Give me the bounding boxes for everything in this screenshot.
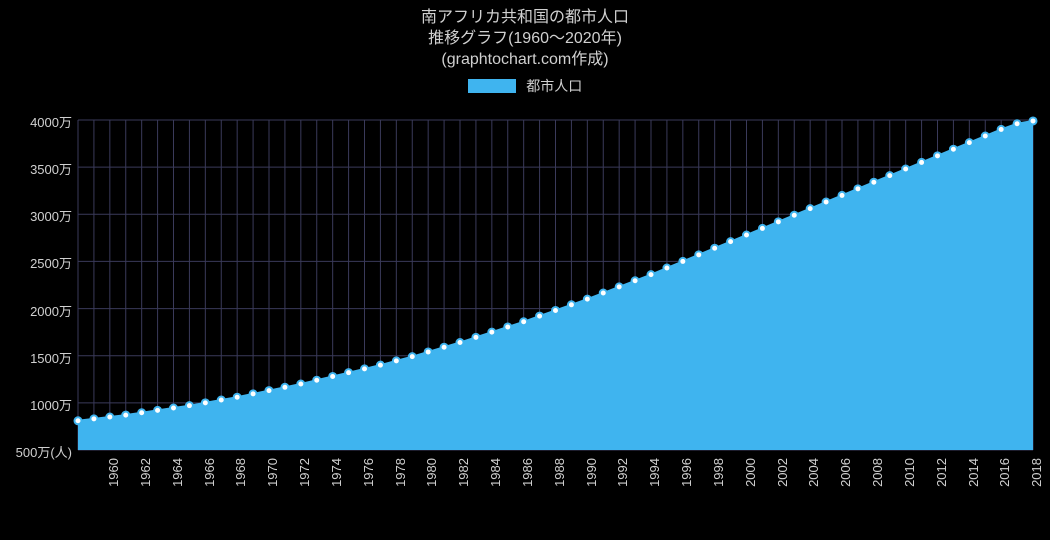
x-tick-label: 1972 <box>297 458 312 487</box>
x-tick-label: 1986 <box>520 458 535 487</box>
x-tick-label: 1982 <box>456 458 471 487</box>
x-tick-label: 1984 <box>488 458 503 487</box>
x-tick-label: 1966 <box>201 458 216 487</box>
x-tick-label: 1994 <box>647 458 662 487</box>
y-tick-label: 3500万 <box>30 159 72 178</box>
x-tick-label: 1960 <box>106 458 121 487</box>
x-tick-label: 1964 <box>170 458 185 487</box>
x-tick-label: 2014 <box>965 458 980 487</box>
x-tick-label: 2004 <box>806 458 821 487</box>
y-tick-label: 2000万 <box>30 301 72 320</box>
x-tick-label: 2008 <box>870 458 885 487</box>
x-tick-label: 2012 <box>934 458 949 487</box>
y-tick-label: 500万(人) <box>16 442 72 461</box>
x-tick-label: 1974 <box>329 458 344 487</box>
x-tick-label: 1990 <box>583 458 598 487</box>
x-tick-label: 2002 <box>774 458 789 487</box>
x-tick-label: 2006 <box>838 458 853 487</box>
y-tick-label: 1000万 <box>30 395 72 414</box>
x-tick-label: 2010 <box>902 458 917 487</box>
y-tick-label: 2500万 <box>30 253 72 272</box>
x-tick-label: 2000 <box>743 458 758 487</box>
x-tick-label: 1978 <box>392 458 407 487</box>
x-tick-label: 1962 <box>138 458 153 487</box>
x-tick-label: 1976 <box>361 458 376 487</box>
x-tick-label: 1970 <box>265 458 280 487</box>
x-tick-label: 2018 <box>1029 458 1044 487</box>
y-tick-label: 4000万 <box>30 112 72 131</box>
x-tick-label: 1988 <box>552 458 567 487</box>
x-tick-label: 1996 <box>679 458 694 487</box>
x-tick-label: 1998 <box>711 458 726 487</box>
y-tick-label: 1500万 <box>30 348 72 367</box>
x-tick-label: 1968 <box>233 458 248 487</box>
chart-container: 南アフリカ共和国の都市人口 推移グラフ(1960～2020年) (graphto… <box>0 0 1050 540</box>
y-tick-label: 3000万 <box>30 206 72 225</box>
x-tick-label: 1980 <box>424 458 439 487</box>
x-tick-label: 1992 <box>615 458 630 487</box>
x-tick-label: 2016 <box>997 458 1012 487</box>
